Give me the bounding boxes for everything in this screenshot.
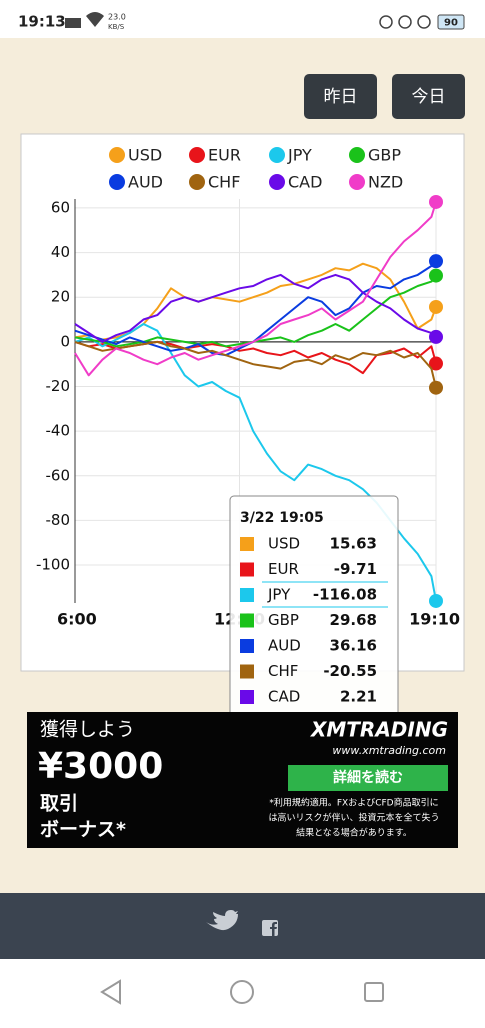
tooltip-value: -9.71: [334, 560, 377, 578]
facebook-glyph: [270, 922, 277, 936]
end-point: [429, 329, 443, 344]
tooltip-name: USD: [268, 535, 300, 553]
end-point: [429, 593, 443, 608]
legend-swatch: [109, 147, 125, 163]
x-tick-label: 6:00: [57, 610, 97, 629]
battery-level: 90: [444, 18, 458, 29]
ad-text: 取引: [40, 793, 78, 815]
signal-icon: [65, 18, 81, 28]
y-tick-label: 20: [51, 288, 70, 306]
x-tick-label: 19:10: [409, 610, 460, 629]
legend-swatch: [349, 147, 365, 163]
today-button[interactable]: [392, 74, 465, 119]
clock: 19:13: [18, 13, 66, 31]
tooltip-value: 36.16: [330, 637, 377, 655]
tooltip-value: 15.63: [330, 535, 377, 553]
y-tick-label: 40: [51, 243, 70, 261]
series-line: [74, 340, 437, 388]
back-button[interactable]: [100, 979, 121, 1005]
series-line: [74, 274, 437, 348]
ad-url: www.xmtrading.com: [332, 744, 446, 757]
y-tick-label: -80: [46, 511, 71, 529]
tooltip-value: -20.55: [323, 662, 377, 680]
legend-swatch: [189, 147, 205, 163]
end-point: [429, 380, 443, 395]
tooltip-name: EUR: [268, 560, 299, 578]
ad-text: 獲得しよう: [40, 719, 135, 741]
footer: [0, 893, 485, 959]
tooltip-swatch: [240, 537, 254, 551]
legend-label: AUD: [128, 173, 163, 192]
ad-note: 結果となる場合があります。: [296, 827, 412, 839]
ad-note: *利用規約適用。FXおよびCFD商品取引に: [269, 797, 438, 809]
legend-label: GBP: [368, 146, 401, 165]
ad-brand: XMTRADING: [309, 718, 448, 742]
today-label[interactable]: 今日: [412, 87, 446, 107]
end-point: [429, 194, 443, 209]
end-point: [429, 299, 443, 314]
y-tick-label: -100: [36, 556, 70, 574]
tooltip: 3/22 19:05 USD 15.63 EUR -9.71 JPY -116.08 GBP…: [229, 495, 399, 746]
series-line: [74, 273, 437, 343]
net-speed-unit: KB/S: [108, 23, 125, 31]
tooltip-value: 2.21: [340, 688, 377, 706]
legend-swatch: [109, 174, 125, 190]
tooltip-title: 3/22 19:05: [240, 510, 324, 526]
legend-label: JPY: [287, 146, 312, 165]
tooltip-swatch: [240, 588, 254, 602]
ad-note: は高いリスクが伴い、投資元本を全て失う: [268, 812, 439, 824]
tooltip-value: -116.08: [313, 586, 377, 604]
net-speed: 23.0: [108, 13, 126, 22]
ad-button[interactable]: [288, 765, 448, 791]
tooltip-name: AUD: [268, 637, 301, 655]
ad-text: ボーナス*: [40, 819, 126, 841]
battery-icon: [437, 14, 465, 30]
tooltip-name: CHF: [268, 662, 298, 680]
end-point: [429, 356, 443, 371]
legend-label: CHF: [208, 173, 240, 192]
y-tick-label: 60: [51, 198, 70, 216]
y-tick-label: -20: [46, 377, 71, 395]
legend-swatch: [269, 174, 285, 190]
yesterday-label[interactable]: 昨日: [324, 87, 358, 107]
twitter-icon[interactable]: [206, 910, 238, 931]
ad-button-label[interactable]: 詳細を読む: [333, 769, 403, 786]
y-tick-label: 0: [60, 332, 70, 350]
legend-label: CAD: [288, 173, 322, 192]
tooltip-value: 29.68: [330, 611, 377, 629]
recents-button[interactable]: [364, 982, 384, 1002]
nav-bar: [0, 959, 485, 1024]
tooltip-swatch: [240, 613, 254, 628]
legend-swatch: [269, 147, 285, 163]
wifi-icon: [86, 12, 104, 27]
tooltip-name: GBP: [268, 611, 299, 629]
tooltip-swatch: [240, 690, 254, 704]
series-line: [74, 201, 437, 377]
tooltip-swatch: [240, 639, 254, 653]
moon-icon: [398, 15, 412, 29]
y-tick-label: -40: [46, 422, 71, 440]
end-point: [429, 268, 443, 283]
series-line: [74, 260, 437, 357]
home-button[interactable]: [230, 980, 254, 1004]
tooltip-name: CAD: [268, 688, 300, 706]
tooltip-name: JPY: [267, 586, 291, 604]
end-point: [429, 254, 443, 269]
yesterday-button[interactable]: [304, 74, 377, 119]
mute-icon: [379, 15, 393, 29]
tooltip-swatch: [240, 562, 254, 577]
legend-label: EUR: [208, 146, 241, 165]
y-tick-label: -60: [46, 466, 71, 484]
ad-amount: ¥3000: [38, 746, 163, 787]
legend-label: USD: [128, 146, 162, 165]
lock-icon: [417, 15, 431, 29]
tooltip-swatch: [240, 664, 254, 679]
legend-swatch: [189, 174, 205, 190]
legend-swatch: [349, 174, 365, 190]
legend-label: NZD: [368, 173, 403, 192]
